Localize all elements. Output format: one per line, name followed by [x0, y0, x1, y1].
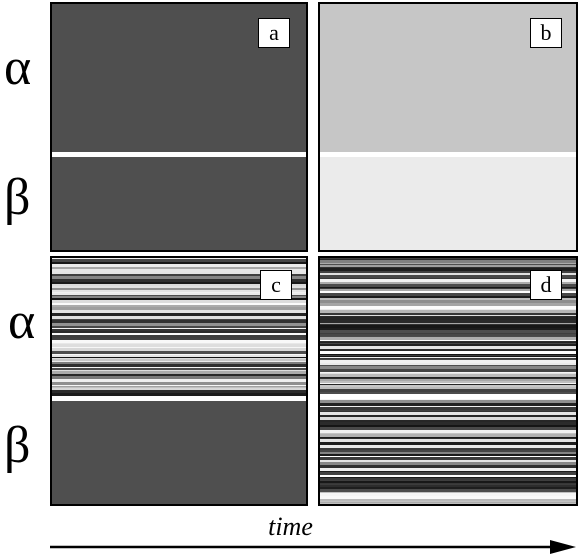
time-arrow-icon — [50, 540, 576, 554]
panel-c-separator — [52, 396, 306, 401]
panel-b: b — [318, 2, 578, 252]
beta-label-bottom: β — [4, 417, 31, 474]
panel-c: c — [50, 256, 308, 506]
panel-a-lower — [52, 157, 306, 250]
beta-label-top: β — [4, 169, 31, 226]
panel-d-tag: d — [530, 270, 562, 300]
panel-d-lower — [320, 399, 576, 504]
panel-a-tag: a — [258, 18, 290, 48]
panel-d-separator — [320, 394, 576, 399]
alpha-label-bottom: α — [8, 293, 36, 350]
panel-d: d — [318, 256, 578, 506]
panel-a-separator — [52, 152, 306, 157]
panel-b-lower — [320, 157, 576, 250]
panel-a: a — [50, 2, 308, 252]
panel-b-separator — [320, 152, 576, 157]
panel-c-lower — [52, 401, 306, 504]
time-axis-label: time — [268, 512, 313, 541]
panel-b-tag: b — [530, 18, 562, 48]
alpha-label-top: α — [4, 39, 32, 96]
panel-c-tag: c — [260, 270, 292, 300]
